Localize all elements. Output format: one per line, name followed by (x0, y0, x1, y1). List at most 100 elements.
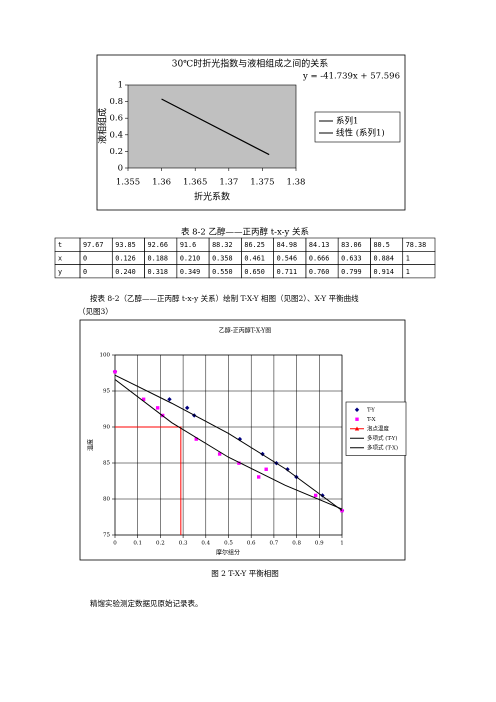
legend-label: 多项式 (T-Y) (367, 434, 397, 442)
legend-label: 多项式 (T-X) (367, 443, 398, 451)
table-text: 0.760 (309, 268, 329, 276)
y-tick-label: 95 (103, 389, 110, 395)
table-text: 0.666 (309, 254, 329, 262)
chart-title: 30℃时折光指数与液相组成之间的关系 (172, 58, 329, 70)
paragraph: 按表 8-2（乙醇——正丙醇 t-x-y 关系）绘制 T-X-Y 相图（见图2）… (90, 293, 359, 303)
table-text: 0.650 (244, 268, 264, 276)
legend-label: 系列1 (336, 116, 358, 127)
table-text: 0.318 (148, 268, 168, 276)
table-text: 88.32 (212, 241, 232, 249)
legend-box (314, 111, 401, 143)
x-tick-label: 0.4 (201, 541, 210, 547)
x-tick-label: 0.3 (179, 541, 188, 547)
y-axis-label: 温度 (87, 439, 95, 451)
table-text: 97.67 (83, 241, 103, 249)
x-tick-label: 1.37 (219, 178, 238, 188)
y-axis-label: 液相组成 (97, 108, 109, 144)
table-text: 84.98 (277, 241, 297, 249)
series-line (114, 379, 343, 510)
x-tick-label: 0.8 (292, 541, 301, 547)
table-text: 0.884 (373, 254, 393, 262)
equation: y = -41.739x + 57.596 (302, 72, 400, 82)
legend-label: 泡点温度 (367, 424, 390, 432)
x-axis-label: 摩尔组分 (216, 549, 240, 557)
table-text: 0 (83, 254, 87, 262)
x-tick-label: 1.365 (183, 178, 207, 188)
figure-caption: 图 2 T-X-Y 平衡相图 (211, 568, 278, 578)
y-tick-label: 0.2 (109, 147, 123, 157)
table-text: 0.126 (115, 254, 135, 262)
marker (354, 426, 360, 431)
x-tick-label: 1.38 (287, 178, 306, 188)
y-tick-label: 0.6 (109, 114, 123, 124)
table-caption: 表 8-2 乙醇——正丙醇 t-x-y 关系 (181, 227, 309, 238)
x-tick-label: 1.355 (116, 178, 140, 188)
table-text: 0.210 (180, 254, 200, 262)
table-text: 0 (83, 268, 87, 276)
series-line (114, 374, 343, 511)
table-text: x (58, 254, 62, 262)
table-text: 0.240 (115, 268, 135, 276)
x-tick-label: 0.9 (315, 541, 324, 547)
legend-label: 线性 (系列1) (336, 128, 385, 139)
marker (194, 437, 198, 441)
y-tick-label: 75 (103, 533, 110, 539)
legend-label: T-Y (367, 407, 375, 413)
x-tick-label: 1.375 (250, 178, 274, 188)
table-text: 0.550 (212, 268, 232, 276)
legend-label: T-X (367, 417, 376, 423)
chart-title: 乙醇-正丙醇T-X-Y图 (219, 327, 271, 335)
y-tick-label: 0.4 (109, 130, 123, 140)
table-text: y (58, 268, 62, 276)
marker (184, 405, 190, 411)
table-cell (402, 264, 436, 279)
marker (217, 452, 222, 456)
marker (355, 417, 359, 421)
table-text: 0.633 (341, 254, 361, 262)
marker (313, 493, 318, 498)
x-tick-label: 0.2 (156, 541, 165, 547)
series-line (161, 98, 270, 155)
x-tick-label: 0.7 (270, 541, 279, 547)
marker (167, 397, 172, 402)
marker (141, 397, 146, 401)
table-text: 0.461 (244, 254, 264, 262)
table-text: 0.349 (180, 268, 200, 276)
x-tick-label: 0.1 (133, 541, 142, 547)
table-text: 86.25 (244, 241, 264, 249)
marker (237, 461, 241, 465)
table-text: 84.13 (309, 241, 329, 249)
table-text: 83.06 (341, 241, 361, 249)
table-text: 0.914 (373, 268, 393, 276)
y-tick-label: 85 (103, 461, 110, 467)
table-text: 0.799 (341, 268, 361, 276)
y-tick-label: 0.8 (109, 97, 123, 107)
marker (155, 406, 160, 410)
table-text: 0.546 (277, 254, 297, 262)
y-tick-label: 0 (118, 164, 123, 174)
marker (113, 370, 117, 374)
x-axis-label: 折光系数 (194, 191, 230, 203)
x-tick-label: 0 (113, 541, 117, 547)
table-text: 92.66 (148, 241, 168, 249)
paragraph: （见图3） (78, 307, 113, 316)
marker (264, 467, 268, 471)
table-text: 93.85 (115, 241, 135, 249)
x-tick-label: 0.5 (224, 541, 233, 547)
table-text: 78.38 (406, 241, 426, 249)
series-line (115, 426, 182, 535)
y-tick-label: 100 (100, 353, 111, 359)
marker (354, 407, 360, 412)
table-text: t (58, 241, 62, 249)
y-tick-label: 80 (103, 497, 110, 503)
x-tick-label: 1.36 (152, 178, 171, 188)
plot-area (127, 84, 297, 169)
table-text: 1 (406, 254, 410, 262)
x-tick-label: 1 (340, 541, 344, 547)
table-text: 0.358 (212, 254, 232, 262)
x-tick-label: 0.6 (247, 541, 256, 547)
paragraph: 精馏实验测定数据见原始记录表。 (90, 598, 203, 608)
y-tick-label: 1 (118, 81, 123, 91)
table-text: 91.6 (180, 241, 196, 249)
